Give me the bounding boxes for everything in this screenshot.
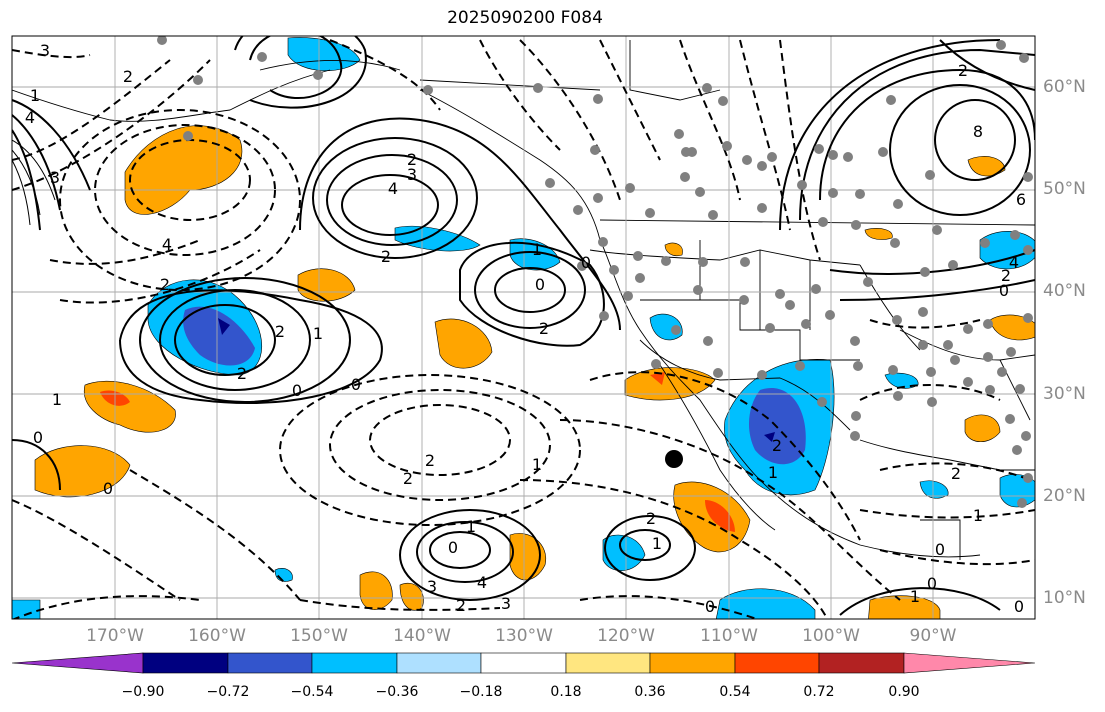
contour-label: 0 [935, 540, 945, 559]
contour-label: 4 [388, 179, 398, 198]
lat-label: 30°N [1043, 384, 1086, 404]
colorbar-tick: −0.90 [121, 684, 165, 700]
contour-label: 1 [652, 534, 662, 553]
contour-label: 0 [351, 375, 361, 394]
colorbar-tick: −0.54 [290, 684, 334, 700]
contour-label: 2 [539, 319, 549, 338]
contour-label: 0 [33, 428, 43, 447]
contour-label: 4 [477, 573, 487, 592]
contour-label: 1 [973, 506, 983, 525]
colorbar-tick: −0.18 [459, 684, 503, 700]
colorbar-segment-6 [480, 652, 567, 674]
contour-label: 0 [927, 574, 937, 593]
lon-label: 150°W [290, 626, 348, 646]
contour-label: 1 [768, 463, 778, 482]
colorbar-tick: 0.54 [719, 684, 751, 700]
contour-label: 4 [162, 235, 172, 254]
contour-label: 3 [40, 41, 50, 60]
contour-label: 2 [425, 451, 435, 470]
contour-label: 6 [1016, 190, 1026, 209]
lon-label: 170°W [86, 626, 144, 646]
colorbar-segment-9 [734, 652, 820, 674]
lon-label: 90°W [909, 626, 957, 646]
contour-label: 3 [50, 168, 60, 187]
colorbar-segment-10 [818, 652, 905, 674]
contour-labels: 3 2 1 4 3 4 2 4 3 2 2 1 2 0 0 1 0 0 2 2 … [25, 41, 1026, 616]
lon-label: 130°W [495, 626, 553, 646]
colorbar-segment-11 [903, 652, 1036, 674]
contour-label: 1 [313, 324, 323, 343]
contour-label: 1 [466, 517, 476, 536]
lon-label: 110°W [700, 626, 758, 646]
lon-label: 160°W [188, 626, 246, 646]
colorbar-tick: −0.72 [206, 684, 250, 700]
contour-label: 0 [1014, 597, 1024, 616]
contour-label: 0 [103, 479, 113, 498]
lon-label: 100°W [802, 626, 860, 646]
contour-label: 0 [292, 381, 302, 400]
contour-label: 3 [407, 165, 417, 184]
shaded-anomaly-fields [12, 37, 1035, 619]
colorbar-segment-2 [142, 652, 229, 674]
map-frame [11, 35, 1036, 620]
colorbar-tick: 0.72 [803, 684, 835, 700]
contour-label: 2 [237, 364, 247, 383]
contour-label: 3 [427, 577, 437, 596]
colorbar-segment-7 [565, 652, 651, 674]
lat-label: 50°N [1043, 179, 1086, 199]
lon-label: 120°W [597, 626, 655, 646]
contour-label: 2 [275, 322, 285, 341]
lat-label: 20°N [1043, 486, 1086, 506]
contour-label: 0 [581, 253, 591, 272]
contour-label: 0 [999, 281, 1009, 300]
contour-label: 2 [160, 275, 170, 294]
colorbar-segment-1 [11, 652, 144, 674]
contour-label: 0 [448, 538, 458, 557]
contour-label: 1 [30, 86, 40, 105]
contour-label: 1 [532, 240, 542, 259]
contour-label: 2 [456, 596, 466, 615]
storm-center-marker [665, 450, 683, 468]
lat-label: 10°N [1043, 588, 1086, 608]
colorbar-segment-4 [311, 652, 398, 674]
contour-label: 4 [1009, 253, 1019, 272]
colorbar-tick: 0.36 [634, 684, 666, 700]
contour-label: 1 [910, 587, 920, 606]
contour-label: 2 [951, 464, 961, 483]
colorbar-segment-3 [227, 652, 313, 674]
colorbar-segment-8 [649, 652, 736, 674]
lat-label: 60°N [1043, 77, 1086, 97]
negative-contours [12, 39, 1035, 619]
contour-label: 1 [532, 455, 542, 474]
contour-label: 2 [772, 436, 782, 455]
contour-label: 4 [25, 108, 35, 127]
contour-label: 2 [1001, 266, 1011, 285]
colorbar-tick: −0.36 [375, 684, 419, 700]
station-markers [157, 36, 1033, 508]
contour-label: 2 [407, 150, 417, 169]
contour-label: 2 [381, 247, 391, 266]
contour-label: 2 [646, 509, 656, 528]
contour-label: 8 [973, 122, 983, 141]
contour-label: 2 [123, 67, 133, 86]
contour-label: 2 [958, 61, 968, 80]
colorbar-segment-5 [396, 652, 482, 674]
colorbar-tick: 0.18 [550, 684, 582, 700]
thin-contours [12, 139, 56, 226]
contour-label: 0 [705, 597, 715, 616]
contour-label: 3 [501, 594, 511, 613]
colorbar-tick: 0.90 [888, 684, 920, 700]
lon-label: 140°W [393, 626, 451, 646]
colorbar [11, 652, 1036, 674]
contour-label: 0 [535, 275, 545, 294]
map-title: 2025090200 F084 [447, 8, 603, 28]
contour-label: 1 [52, 390, 62, 409]
contour-label: 2 [403, 469, 413, 488]
lat-label: 40°N [1043, 281, 1086, 301]
